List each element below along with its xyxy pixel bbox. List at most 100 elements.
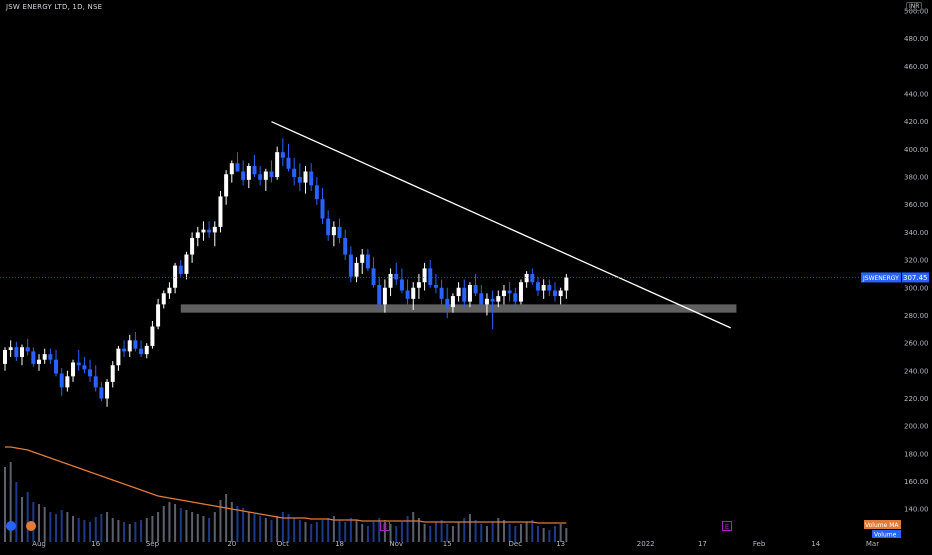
candle-body[interactable] bbox=[105, 381, 110, 399]
candle-body[interactable] bbox=[541, 284, 546, 291]
candle-body[interactable] bbox=[252, 165, 257, 175]
candle-body[interactable] bbox=[314, 185, 319, 200]
candle-body[interactable] bbox=[241, 171, 246, 180]
candle-body[interactable] bbox=[195, 232, 200, 238]
indicator-badge-icon[interactable] bbox=[6, 521, 16, 531]
candle-body[interactable] bbox=[547, 284, 552, 291]
candle-body[interactable] bbox=[269, 171, 274, 178]
candle-body[interactable] bbox=[496, 296, 501, 302]
candle-body[interactable] bbox=[133, 340, 138, 349]
candle-body[interactable] bbox=[337, 226, 342, 238]
candle-body[interactable] bbox=[286, 157, 291, 169]
candle-body[interactable] bbox=[37, 359, 42, 364]
candle-body[interactable] bbox=[518, 282, 523, 302]
candle-body[interactable] bbox=[246, 165, 251, 180]
candle-body[interactable] bbox=[371, 268, 376, 285]
candle-body[interactable] bbox=[127, 340, 132, 352]
currency-badge[interactable]: INR bbox=[906, 2, 923, 11]
candle-body[interactable] bbox=[25, 347, 30, 352]
candle-body[interactable] bbox=[513, 293, 518, 302]
candle-body[interactable] bbox=[331, 226, 336, 236]
candle-body[interactable] bbox=[65, 376, 70, 388]
symbol-tag-label[interactable]: JSWENERGY bbox=[862, 275, 899, 282]
candle-body[interactable] bbox=[3, 350, 7, 364]
candle-body[interactable] bbox=[99, 387, 104, 399]
candle-body[interactable] bbox=[382, 287, 387, 305]
candle-body[interactable] bbox=[190, 237, 195, 255]
candle-body[interactable] bbox=[218, 196, 223, 227]
candle-body[interactable] bbox=[8, 347, 13, 351]
candle-body[interactable] bbox=[450, 296, 455, 308]
candle-body[interactable] bbox=[394, 273, 399, 280]
candle-body[interactable] bbox=[212, 226, 217, 233]
candle-body[interactable] bbox=[82, 365, 87, 370]
candle-body[interactable] bbox=[173, 265, 178, 288]
candle-body[interactable] bbox=[422, 268, 427, 283]
candle-body[interactable] bbox=[405, 290, 410, 299]
candle-body[interactable] bbox=[116, 348, 121, 366]
candle-body[interactable] bbox=[156, 304, 161, 327]
candle-body[interactable] bbox=[280, 152, 285, 158]
candle-body[interactable] bbox=[207, 229, 212, 233]
candle-body[interactable] bbox=[439, 287, 444, 299]
candle-body[interactable] bbox=[54, 359, 59, 374]
candle-body[interactable] bbox=[456, 287, 461, 297]
candle-body[interactable] bbox=[326, 218, 331, 236]
trendline-layer[interactable] bbox=[271, 121, 732, 329]
trendline[interactable] bbox=[271, 121, 732, 329]
candle-body[interactable] bbox=[263, 171, 268, 180]
candle-body[interactable] bbox=[365, 254, 370, 269]
support-zone-layer[interactable] bbox=[180, 304, 737, 313]
candle-body[interactable] bbox=[184, 254, 189, 274]
candle-body[interactable] bbox=[167, 287, 172, 294]
candle-series[interactable] bbox=[3, 138, 569, 407]
candle-body[interactable] bbox=[388, 273, 393, 288]
candle-body[interactable] bbox=[467, 284, 472, 302]
candle-body[interactable] bbox=[76, 362, 81, 366]
candle-body[interactable] bbox=[201, 229, 206, 233]
candle-body[interactable] bbox=[535, 282, 540, 291]
candle-body[interactable] bbox=[93, 376, 98, 388]
last-price-label[interactable]: 307.45 bbox=[903, 274, 928, 282]
candle-body[interactable] bbox=[507, 290, 512, 294]
candle-body[interactable] bbox=[484, 298, 489, 305]
candle-body[interactable] bbox=[224, 174, 229, 197]
candle-body[interactable] bbox=[20, 347, 25, 357]
event-marker-icon[interactable]: E bbox=[722, 521, 732, 531]
candle-body[interactable] bbox=[292, 168, 297, 178]
candle-body[interactable] bbox=[235, 163, 240, 172]
candle-body[interactable] bbox=[229, 163, 234, 175]
candle-body[interactable] bbox=[354, 262, 359, 277]
candle-body[interactable] bbox=[31, 351, 36, 364]
support-zone-rect[interactable] bbox=[180, 304, 737, 313]
candle-body[interactable] bbox=[473, 284, 478, 294]
candle-body[interactable] bbox=[88, 369, 93, 377]
candle-body[interactable] bbox=[59, 373, 64, 388]
candle-body[interactable] bbox=[524, 273, 529, 283]
candle-body[interactable] bbox=[275, 152, 280, 178]
candle-body[interactable] bbox=[360, 254, 365, 263]
candle-body[interactable] bbox=[309, 171, 314, 186]
candle-body[interactable] bbox=[161, 293, 166, 305]
candle-body[interactable] bbox=[42, 354, 47, 360]
candle-body[interactable] bbox=[258, 174, 263, 180]
candle-body[interactable] bbox=[297, 177, 302, 183]
candle-body[interactable] bbox=[178, 265, 183, 274]
candle-body[interactable] bbox=[501, 290, 506, 297]
price-axis[interactable]: 140.00 160.00 180.00 200.00 220.00 240.00 260.… bbox=[861, 8, 929, 539]
candle-body[interactable] bbox=[399, 279, 404, 291]
candle-body[interactable] bbox=[564, 277, 569, 291]
candle-body[interactable] bbox=[462, 287, 467, 302]
time-axis[interactable]: Aug 16 Sep 20 Oct 18 Nov 15 Dec 13 2022 17 Feb 14 Mar bbox=[32, 540, 879, 548]
candle-body[interactable] bbox=[530, 273, 535, 283]
candle-body[interactable] bbox=[14, 347, 19, 357]
candle-body[interactable] bbox=[552, 290, 557, 297]
candle-body[interactable] bbox=[150, 326, 155, 346]
dividend-marker-icon[interactable]: E bbox=[380, 521, 390, 531]
candle-body[interactable] bbox=[71, 362, 76, 377]
candle-body[interactable] bbox=[139, 348, 144, 355]
candle-body[interactable] bbox=[433, 284, 438, 288]
candle-body[interactable] bbox=[343, 237, 348, 255]
